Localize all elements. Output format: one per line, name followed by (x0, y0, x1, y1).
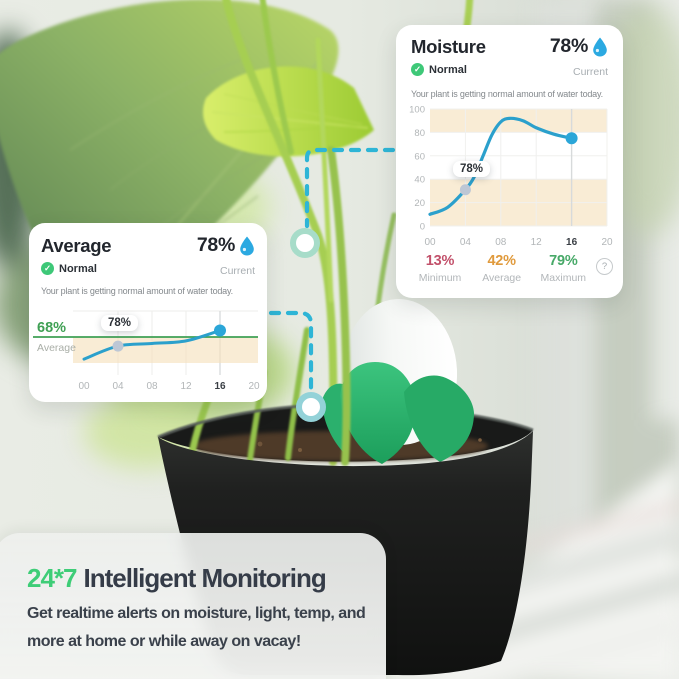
svg-text:80: 80 (414, 128, 425, 139)
stat-average-value: 42% (487, 253, 516, 269)
moisture-stats-row: 13% Minimum 42% Average 79% Maximum ? (411, 253, 613, 284)
svg-text:00: 00 (78, 381, 90, 392)
moisture-value-text: 78% (549, 35, 588, 57)
svg-text:04: 04 (460, 237, 472, 248)
banner-panel: 24*7 Intelligent Monitoring Get realtime … (0, 533, 386, 679)
stat-average-label: Average (482, 272, 522, 284)
svg-text:100: 100 (409, 105, 425, 116)
banner-title-text: Intelligent Monitoring (83, 563, 327, 593)
stat-minimum: 13% Minimum (411, 253, 469, 284)
water-droplet-icon (593, 37, 607, 56)
svg-text:08: 08 (146, 381, 158, 392)
svg-text:60: 60 (414, 151, 425, 162)
sensor-leaf-center (340, 362, 416, 464)
stat-average: 42% Average (473, 253, 531, 284)
banner-title-highlight: 24*7 (27, 563, 77, 593)
stat-maximum-value: 79% (549, 253, 578, 269)
current-label: Current (572, 66, 608, 78)
help-icon[interactable]: ? (595, 258, 613, 275)
svg-text:0: 0 (420, 222, 425, 233)
svg-text:12: 12 (531, 237, 543, 248)
svg-text:00: 00 (424, 237, 436, 248)
average-value-text: 78% (196, 234, 235, 256)
svg-text:16: 16 (214, 381, 226, 392)
average-line-label: Average (37, 342, 76, 354)
svg-text:20: 20 (248, 381, 260, 392)
current-label: Current (219, 265, 255, 277)
stat-minimum-label: Minimum (418, 272, 462, 284)
svg-text:12: 12 (180, 381, 192, 392)
status-badge-label: Normal (59, 262, 97, 275)
sensor-leaf-right (404, 375, 474, 462)
moisture-card-title: Moisture (411, 36, 486, 57)
svg-text:20: 20 (601, 237, 613, 248)
stat-maximum: 79% Maximum (534, 253, 592, 284)
banner-subtitle-line1: Get realtime alerts on moisture, light, … (27, 605, 366, 622)
plant-sensor-device (322, 299, 474, 464)
status-badge: ✓ Normal (411, 63, 467, 76)
stat-minimum-value: 13% (425, 253, 455, 269)
check-icon: ✓ (41, 262, 54, 275)
svg-text:08: 08 (495, 237, 507, 248)
moisture-description: Your plant is getting normal amount of w… (411, 89, 603, 99)
average-line-value: 68% (37, 320, 67, 336)
chart-tooltip-moisture: 78% (453, 161, 491, 177)
average-card-title: Average (41, 235, 112, 256)
svg-text:04: 04 (112, 381, 124, 392)
check-icon: ✓ (411, 63, 424, 76)
average-description: Your plant is getting normal amount of w… (41, 286, 233, 296)
banner-title: 24*7 Intelligent Monitoring (27, 563, 327, 594)
average-card: Average 78% ✓ Normal Current Your plant … (29, 223, 267, 402)
svg-text:40: 40 (414, 175, 425, 186)
plant-leaf-bright (203, 66, 374, 157)
stat-maximum-label: Maximum (540, 272, 587, 284)
chart-tooltip-average: 78% (101, 315, 139, 331)
moisture-current-value: 78% (550, 35, 608, 58)
status-badge-label: Normal (429, 63, 467, 76)
banner-subtitle-line2: more at home or while away on vacay! (27, 633, 301, 650)
svg-text:20: 20 (414, 198, 425, 209)
moisture-card: Moisture 78% ✓ Normal Current Your plant… (396, 25, 623, 298)
average-chart: 00 04 08 12 16 20 (33, 310, 260, 392)
average-current-value: 78% (197, 234, 255, 257)
svg-text:16: 16 (566, 237, 578, 248)
status-badge: ✓ Normal (41, 262, 97, 275)
water-droplet-icon (240, 236, 254, 255)
